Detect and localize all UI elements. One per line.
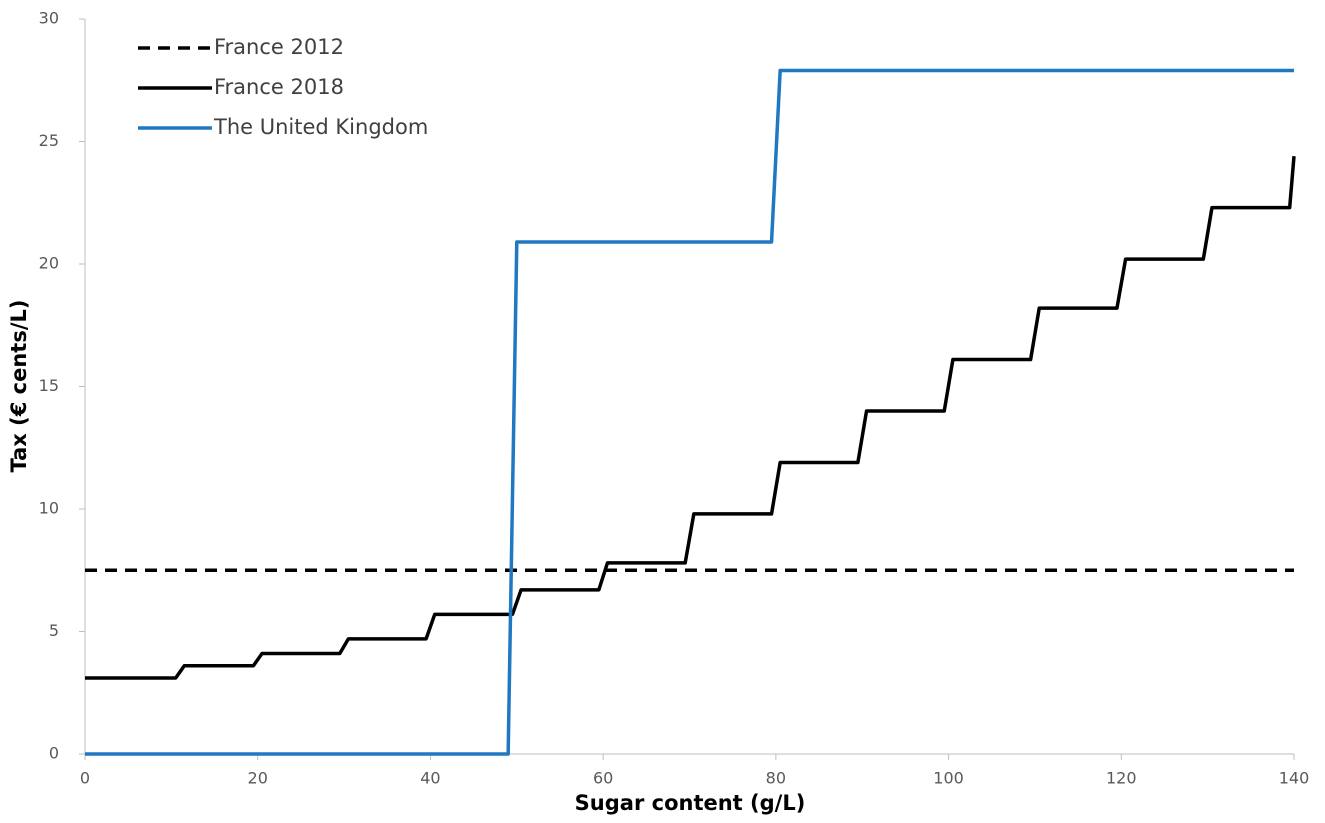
- x-tick-label: 40: [420, 769, 440, 788]
- series-line: [85, 68, 1294, 756]
- y-tick-label: 15: [39, 376, 59, 395]
- legend-label: The United Kingdom: [213, 115, 428, 139]
- x-tick-label: 80: [766, 769, 786, 788]
- legend-label: France 2018: [214, 75, 344, 99]
- x-tick-label: 140: [1279, 769, 1310, 788]
- y-axis-title: Tax (€ cents/L): [7, 300, 31, 473]
- y-tick-label: 5: [49, 621, 59, 640]
- x-tick-label: 60: [593, 769, 613, 788]
- x-tick-label: 100: [933, 769, 964, 788]
- y-tick-label: 25: [39, 131, 59, 150]
- y-tick-label: 20: [39, 254, 59, 273]
- y-tick-label: 30: [39, 9, 59, 28]
- x-axis-title: Sugar content (g/L): [575, 791, 806, 815]
- legend-label: France 2012: [214, 35, 344, 59]
- x-tick-label: 0: [80, 769, 90, 788]
- x-tick-label: 120: [1106, 769, 1137, 788]
- series-line: [85, 156, 1296, 680]
- x-tick-label: 20: [248, 769, 268, 788]
- y-tick-label: 0: [49, 744, 59, 763]
- y-tick-label: 10: [39, 499, 59, 518]
